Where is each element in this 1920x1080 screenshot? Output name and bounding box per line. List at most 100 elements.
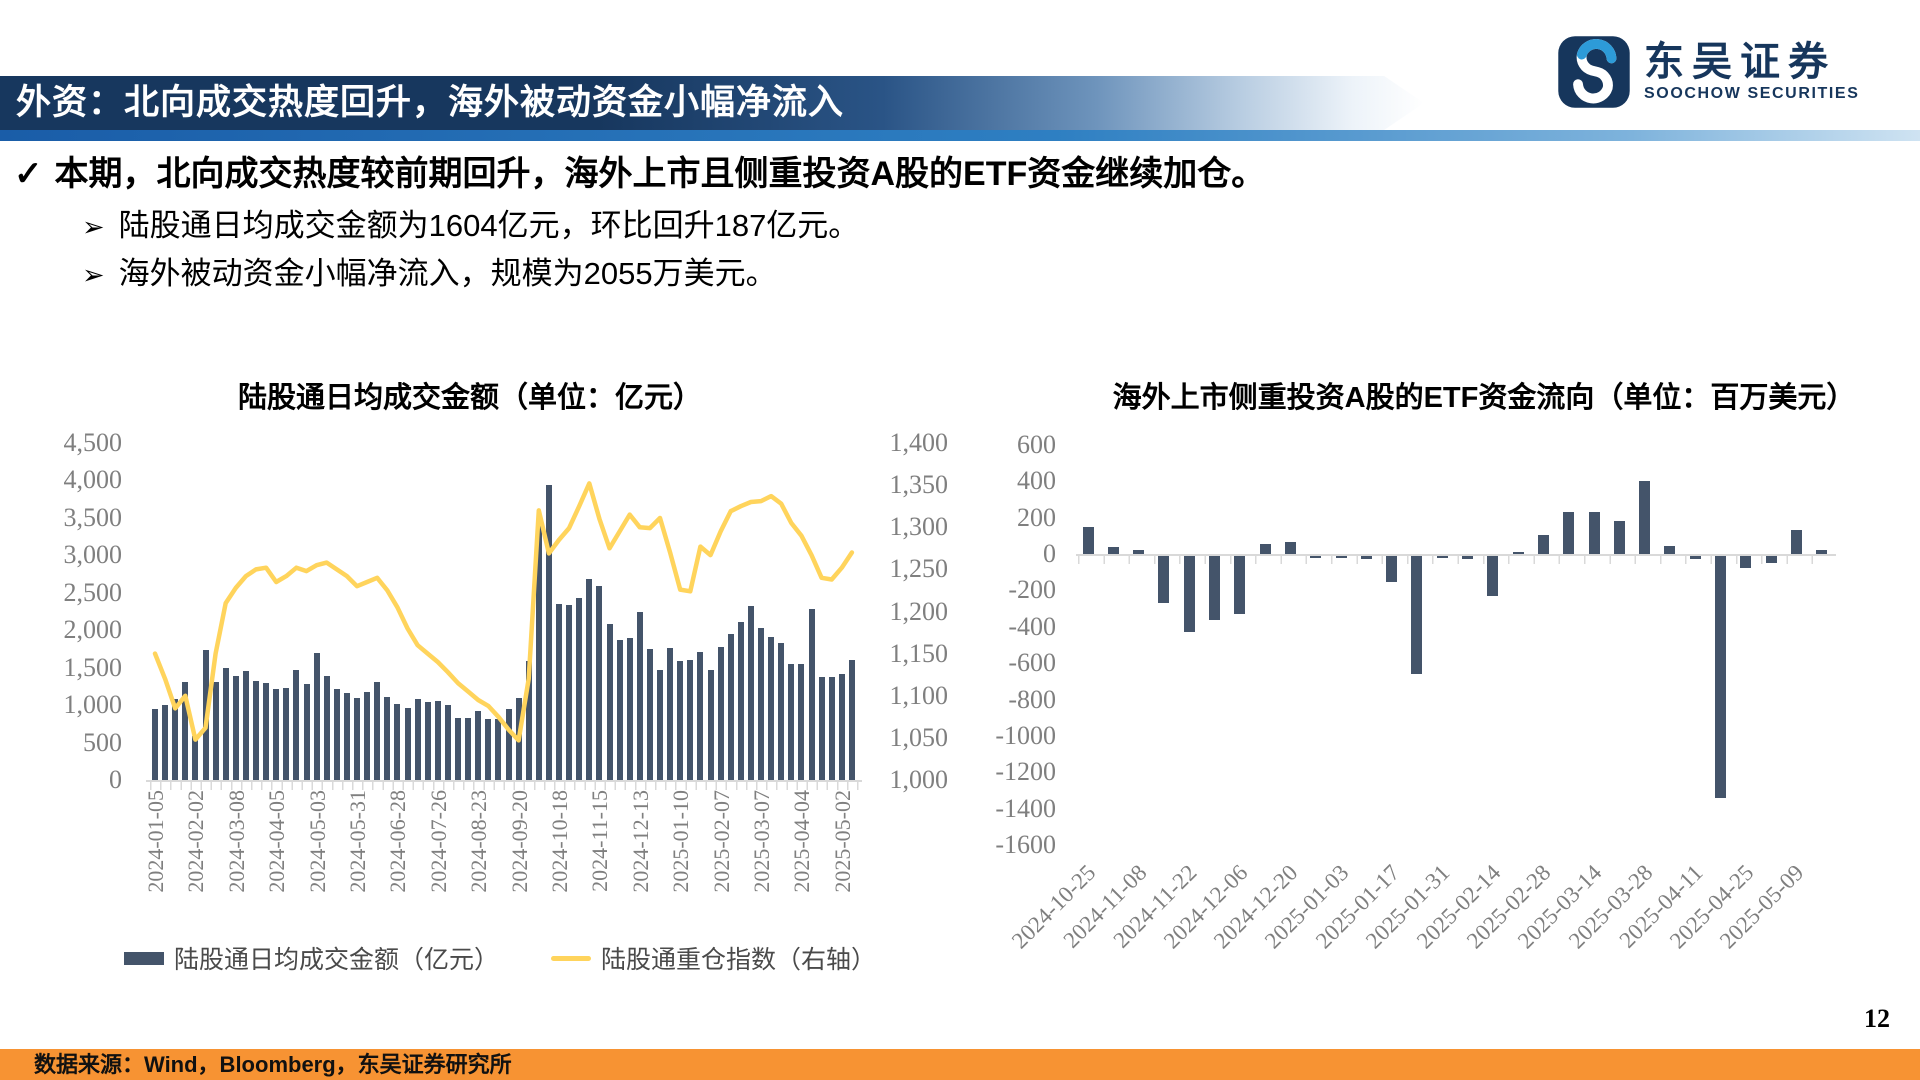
- turnover-bar: [768, 636, 775, 780]
- page-number: 12: [1864, 1004, 1890, 1033]
- turnover-bar: [495, 718, 502, 780]
- x-axis-label: 2025-04-04: [789, 790, 815, 893]
- x-axis-label: 2024-05-31: [345, 790, 370, 893]
- x-axis-label: 2024-02-02: [183, 790, 209, 893]
- left-chart-title: 陆股通日均成交金额（单位：亿元）: [237, 382, 702, 414]
- etf-flow-bar: [1158, 556, 1170, 604]
- x-axis-label: 2024-10-18: [547, 790, 572, 893]
- turnover-bar: [192, 735, 199, 780]
- right-axis-tick: 1,250: [889, 554, 949, 584]
- right-axis-tick: 1,100: [889, 680, 949, 710]
- left-axis-tick: 2,500: [63, 577, 123, 607]
- x-axis-label: 2024-03-08: [223, 790, 249, 893]
- x-axis-label: 2024-11-15: [587, 790, 613, 892]
- right-axis-tick: 1,350: [889, 470, 949, 500]
- left-chart-legend: 陆股通日均成交金额（亿元） 陆股通重仓指数（右轴）: [110, 940, 890, 976]
- turnover-bar: [545, 484, 552, 780]
- etf-flow-bar: [1689, 556, 1701, 559]
- x-axis-label: 2024-06-28: [385, 790, 411, 893]
- x-axis-ticks: [1078, 556, 1836, 565]
- turnover-bar: [222, 667, 229, 780]
- line-swatch-icon: [551, 955, 591, 961]
- bullet-sub-1: ➢ 陆股通日均成交金额为1604亿元，环比回升187亿元。: [82, 200, 859, 245]
- etf-flow-bar: [1765, 556, 1777, 564]
- x-axis-label: 2024-01-05: [143, 790, 168, 893]
- right-chart-title: 海外上市侧重投资A股的ETF资金流向（单位：百万美元）: [1112, 382, 1856, 414]
- logo-text-en: SOOCHOW SECURITIES: [1644, 85, 1860, 102]
- x-axis-label: 2024-07-26: [425, 790, 451, 893]
- left-axis-tick: 1,500: [63, 652, 123, 682]
- turnover-bar: [798, 663, 805, 780]
- y-axis-tick: -1200: [995, 757, 1056, 787]
- turnover-bar: [343, 693, 350, 780]
- left-axis-tick: 4,000: [63, 465, 123, 495]
- turnover-bar: [838, 673, 845, 780]
- turnover-bar: [303, 684, 310, 780]
- turnover-bar: [323, 675, 330, 780]
- etf-flow-bar: [1107, 546, 1119, 555]
- turnover-bar: [505, 708, 512, 780]
- check-icon: ✓: [14, 155, 43, 193]
- left-axis-tick: 2,000: [63, 615, 123, 645]
- company-logo: 东吴证券 SOOCHOW SECURITIES: [1556, 34, 1859, 110]
- turnover-bar: [808, 608, 815, 780]
- y-axis-tick: -600: [1008, 648, 1056, 678]
- y-axis-tick: 600: [1017, 430, 1056, 459]
- etf-flow-bar: [1386, 556, 1398, 583]
- etf-flow-bar: [1082, 526, 1094, 555]
- turnover-bar: [818, 676, 825, 780]
- turnover-bar: [465, 717, 472, 780]
- x-axis-line: [146, 780, 862, 782]
- etf-flow-bar: [1234, 556, 1246, 615]
- x-axis-label: 2024-12-13: [627, 790, 653, 893]
- turnover-bar: [253, 681, 259, 780]
- turnover-bar: [162, 705, 169, 780]
- turnover-bar: [687, 660, 694, 780]
- etf-flow-bar: [1436, 556, 1448, 559]
- etf-flow-bar: [1183, 556, 1195, 633]
- turnover-bar: [404, 707, 411, 780]
- x-axis-label: 2024-04-05: [264, 790, 290, 893]
- soochow-logo-icon: [1558, 36, 1630, 108]
- turnover-bar: [475, 711, 482, 780]
- right-axis-tick: 1,050: [889, 722, 949, 752]
- etf-flow-bar: [1537, 535, 1549, 555]
- bullet-sub-2-text: 海外被动资金小幅净流入，规模为2055万美元。: [118, 256, 777, 291]
- turnover-bar: [434, 701, 441, 780]
- turnover-bar: [636, 612, 643, 780]
- y-axis-tick: 400: [1017, 466, 1056, 496]
- turnover-bar: [182, 681, 189, 780]
- logo-text: 东吴证券 SOOCHOW SECURITIES: [1644, 40, 1859, 104]
- right-axis-tick: 1,000: [889, 765, 949, 794]
- etf-flow-bar: [1209, 556, 1220, 620]
- x-axis-label: 2025-03-07: [749, 790, 774, 893]
- turnover-bar: [717, 646, 724, 780]
- turnover-bar: [263, 682, 270, 780]
- slide-title: 外资：北向成交热度回升，海外被动资金小幅净流入: [16, 83, 845, 122]
- turnover-bar: [727, 633, 734, 780]
- logo-text-cn: 东吴证券: [1644, 40, 1836, 84]
- right-axis-tick: 1,400: [889, 428, 949, 457]
- turnover-bar: [485, 718, 492, 780]
- left-axis-tick: 4,500: [63, 428, 123, 457]
- etf-flow-bar: [1613, 521, 1625, 555]
- bullet-sub-1-text: 陆股通日均成交金额为1604亿元，环比回升187亿元。: [118, 208, 860, 243]
- footer-bar: 数据来源：Wind，Bloomberg，东吴证券研究所: [0, 1049, 1920, 1080]
- turnover-bar: [576, 598, 583, 780]
- bar-swatch-icon: [123, 951, 164, 965]
- x-axis-label: 2025-02-07: [708, 790, 734, 893]
- y-axis-tick: -800: [1008, 684, 1056, 714]
- turnover-bar: [747, 606, 754, 780]
- turnover-bar: [778, 643, 785, 780]
- etf-flow-bar: [1563, 512, 1575, 555]
- turnover-bar: [364, 691, 371, 780]
- right-axis-tick: 1,200: [889, 596, 949, 626]
- y-axis-tick: -1000: [995, 720, 1056, 750]
- left-axis-tick: 500: [83, 727, 122, 757]
- x-axis-label: 2025-05-02: [829, 790, 855, 893]
- y-axis-tick: 200: [1017, 502, 1056, 532]
- arrow-bullet-icon: ➢: [82, 260, 105, 290]
- etf-flow-bar: [1664, 545, 1676, 555]
- left-axis-tick: 3,000: [63, 540, 123, 570]
- etf-flow-bar: [1335, 556, 1347, 559]
